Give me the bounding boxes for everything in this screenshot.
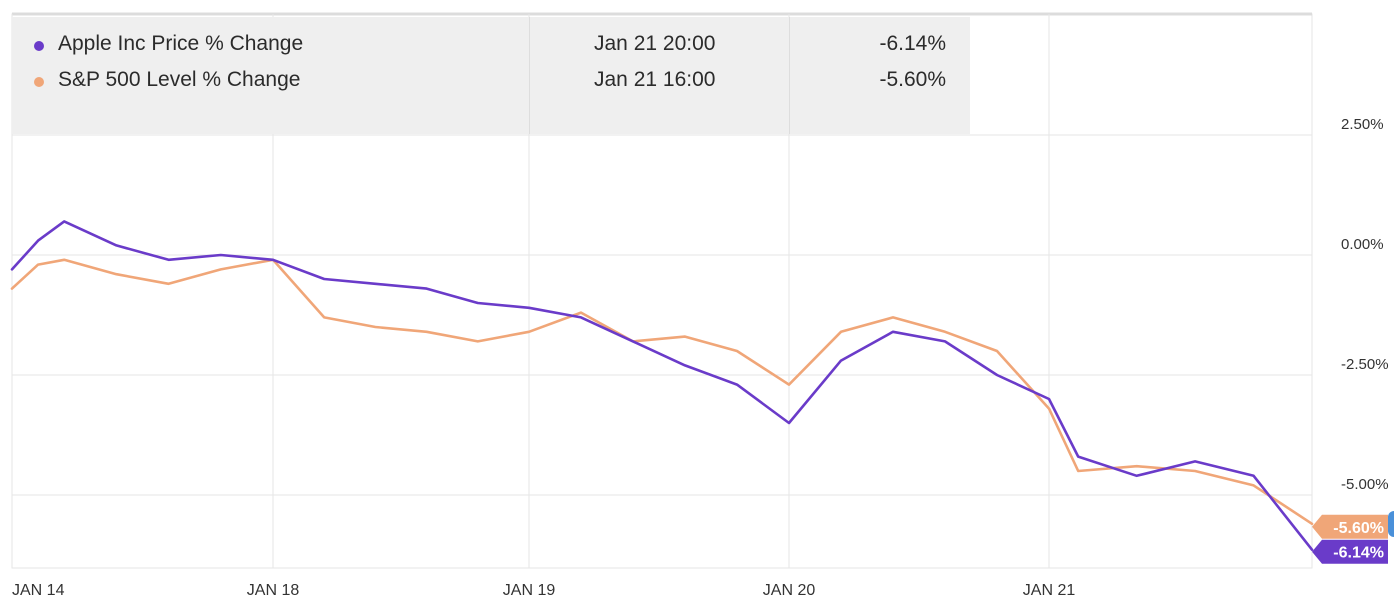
series-line-apple (10, 220, 1314, 551)
legend-series-value: -5.60% (879, 68, 946, 91)
legend-series-date: Jan 21 20:00 (594, 32, 716, 55)
x-tick-label: JAN 18 (247, 582, 300, 599)
legend-row-apple[interactable]: Apple Inc Price % Change Jan 21 20:00 -6… (12, 27, 970, 63)
end-value-label: -5.60% (1333, 520, 1384, 537)
series-line-sp500 (10, 258, 1314, 526)
x-axis: JAN 14 JAN 18 JAN 19 JAN 20 JAN 21 (12, 582, 1075, 599)
x-tick-label: JAN 14 (12, 582, 65, 599)
y-tick-label: 2.50% (1341, 116, 1384, 133)
legend-row-sp500[interactable]: S&P 500 Level % Change Jan 21 16:00 -5.6… (12, 63, 970, 99)
x-tick-label: JAN 19 (503, 582, 556, 599)
sp500-series-dot-icon (34, 77, 44, 87)
y-tick-label: -2.50% (1341, 356, 1389, 373)
x-tick-label: JAN 21 (1023, 582, 1076, 599)
legend-panel: Apple Inc Price % Change Jan 21 20:00 -6… (12, 17, 970, 134)
side-scroll-handle[interactable] (1388, 511, 1394, 537)
y-tick-label: 0.00% (1341, 236, 1384, 253)
end-labels: -5.60% -6.14% (1312, 514, 1388, 564)
series-lines (10, 220, 1314, 551)
legend-divider (529, 17, 530, 134)
y-tick-label: -5.00% (1341, 476, 1389, 493)
y-axis: 2.50% 0.00% -2.50% -5.00% (1341, 116, 1389, 493)
legend-series-date: Jan 21 16:00 (594, 68, 716, 91)
grid (11, 12, 1313, 569)
legend-divider (789, 17, 790, 134)
legend-series-name: Apple Inc Price % Change (58, 32, 304, 55)
end-value-label: -6.14% (1333, 545, 1384, 562)
legend-series-name: S&P 500 Level % Change (58, 68, 301, 91)
end-value-tag (1312, 514, 1388, 539)
apple-series-dot-icon (34, 41, 44, 51)
end-value-tag (1312, 539, 1388, 564)
legend-series-value: -6.14% (879, 32, 946, 55)
x-tick-label: JAN 20 (763, 582, 816, 599)
